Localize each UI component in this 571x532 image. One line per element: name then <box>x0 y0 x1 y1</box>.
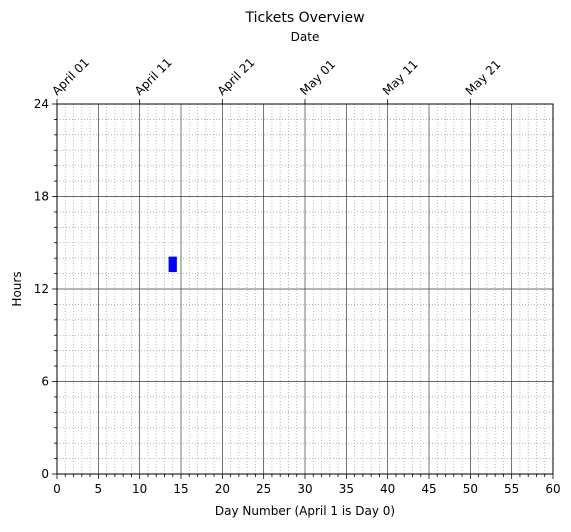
top-tick-label: May 01 <box>297 57 338 98</box>
x-tick-label: 50 <box>463 482 478 496</box>
top-axis-ticks: April 01 April 11 April 21 May 01 May 11 May … <box>49 55 504 104</box>
bars <box>168 256 177 273</box>
x-tick-label: 55 <box>504 482 519 496</box>
chart-title: Tickets Overview <box>244 10 364 26</box>
y-tick-label: 6 <box>41 375 49 389</box>
x-tick-label: 30 <box>297 482 312 496</box>
major-grid <box>56 103 554 475</box>
ticket-bar <box>168 256 177 273</box>
x-tick-label: 0 <box>53 482 61 496</box>
y-tick-label: 24 <box>34 97 49 111</box>
x-tick-label: 25 <box>256 482 271 496</box>
y-tick-label: 0 <box>41 467 49 481</box>
x-axis-label: Day Number (April 1 is Day 0) <box>215 504 395 518</box>
top-tick-label: May 21 <box>463 57 504 98</box>
x-tick-label: 45 <box>421 482 436 496</box>
y-tick-label: 12 <box>34 282 49 296</box>
top-tick-label: April 21 <box>215 55 258 98</box>
x-tick-label: 15 <box>173 482 188 496</box>
x-axis-ticks: 0 5 10 15 20 25 30 35 40 45 50 55 60 <box>53 474 561 496</box>
y-axis-ticks: 0 6 12 18 24 <box>34 97 57 481</box>
x-tick-label: 10 <box>132 482 147 496</box>
x-tick-label: 60 <box>545 482 560 496</box>
top-tick-label: May 11 <box>380 57 421 98</box>
top-axis-label: Date <box>291 30 320 44</box>
top-tick-label: April 01 <box>49 55 92 98</box>
x-tick-label: 20 <box>215 482 230 496</box>
y-axis-label: Hours <box>10 271 24 306</box>
x-tick-label: 40 <box>380 482 395 496</box>
x-tick-label: 35 <box>339 482 354 496</box>
x-tick-label: 5 <box>95 482 103 496</box>
top-tick-label: April 11 <box>132 55 175 98</box>
y-tick-label: 18 <box>34 190 49 204</box>
